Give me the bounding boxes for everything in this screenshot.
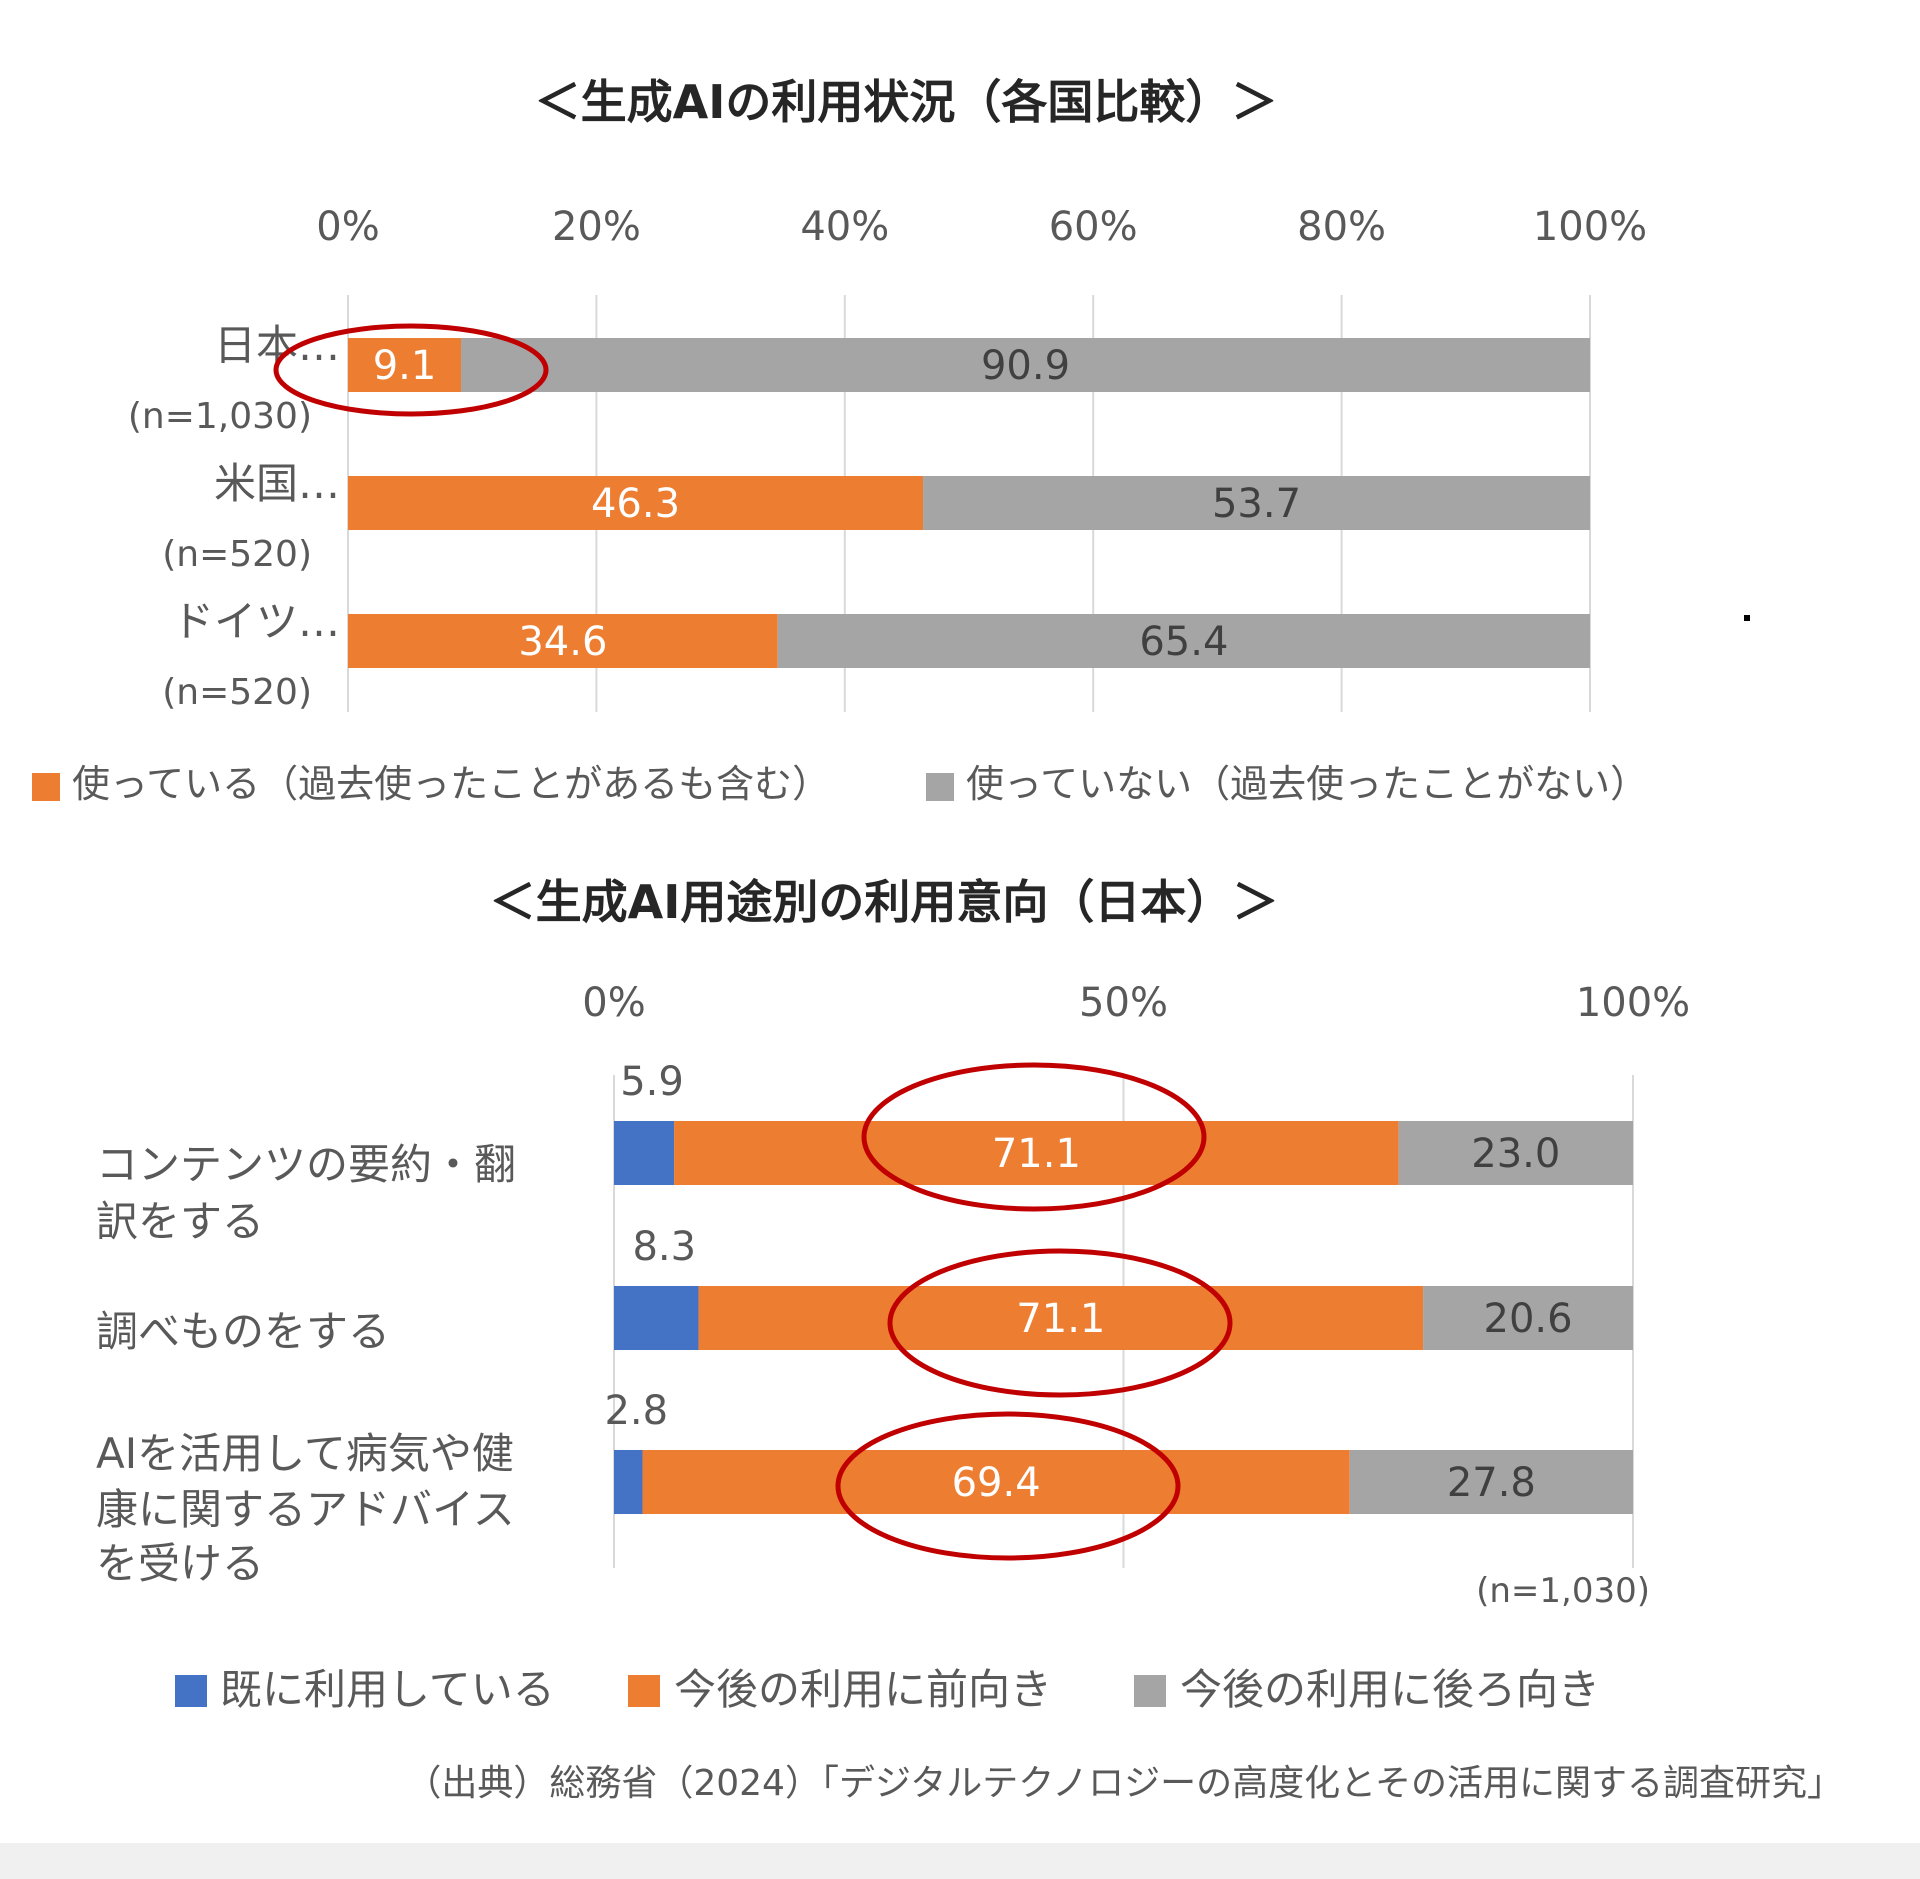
chart2-data-label: 20.6	[1484, 1296, 1573, 1342]
chart2-highlight-circle	[861, 1062, 1207, 1212]
chart1-bar	[461, 338, 1591, 392]
chart1-tick-label: 60%	[1049, 204, 1138, 250]
chart2-data-label: 69.4	[952, 1460, 1041, 1506]
chart2-sample-size: (n=1,030)	[1476, 1571, 1650, 1611]
chart1-legend-label: 使っている（過去使ったことがあるも含む）	[72, 762, 830, 806]
chart2-bar	[642, 1450, 1350, 1514]
chart2-highlight-circle	[835, 1411, 1181, 1561]
chart1-category-label: ドイツ…	[172, 597, 340, 646]
source-note: （出典）総務省（2024）「デジタルテクノロジーの高度化とその活用に関する調査研…	[405, 1763, 1843, 1804]
chart1-sample-size: (n=520)	[162, 672, 312, 713]
chart1-legend-swatch	[32, 773, 60, 801]
chart1-bar	[348, 614, 778, 668]
chart2-highlight-circle	[887, 1248, 1233, 1398]
chart2-bar	[1423, 1286, 1633, 1350]
chart1-title: ＜生成AIの利用状況（各国比較）＞	[535, 75, 1278, 129]
chart1-data-label: 65.4	[1139, 619, 1228, 665]
chart2-data-label: 8.3	[632, 1224, 696, 1270]
chart1-sample-size: (n=520)	[162, 534, 312, 575]
chart1-bar	[777, 614, 1590, 668]
chart2-legend-label: 今後の利用に後ろ向き	[1180, 1665, 1600, 1714]
footer-band	[0, 1843, 1920, 1879]
chart2-legend-swatch	[175, 1675, 207, 1707]
chart1-tick-label: 80%	[1297, 204, 1386, 250]
chart1-bar	[923, 476, 1590, 530]
chart2-bar	[614, 1121, 675, 1185]
chart1-data-label: 34.6	[518, 619, 607, 665]
chart2-tick-label: 50%	[1079, 980, 1168, 1026]
chart1-tick-label: 20%	[552, 204, 641, 250]
chart2-legend-swatch	[1134, 1675, 1166, 1707]
chart1-data-label: 53.7	[1212, 481, 1301, 527]
chart2-category-label: コンテンツの要約・翻	[96, 1140, 516, 1189]
chart2-bar	[698, 1286, 1424, 1350]
chart1-sample-size: (n=1,030)	[128, 396, 312, 437]
chart1-tick-label: 100%	[1533, 204, 1647, 250]
chart2-category-label: 調べものをする	[96, 1307, 390, 1356]
chart2-legend-label: 既に利用している	[220, 1665, 555, 1714]
chart1-category-label: 米国…	[214, 459, 340, 508]
chart2-bar	[614, 1286, 699, 1350]
chart2-legend-swatch	[628, 1675, 660, 1707]
chart2-data-label: 2.8	[604, 1388, 668, 1434]
chart2-data-label: 23.0	[1471, 1131, 1560, 1177]
chart2-bar	[1349, 1450, 1633, 1514]
stray-dot	[1744, 615, 1750, 621]
chart2-category-label: を受ける	[96, 1539, 264, 1588]
chart2-legend-label: 今後の利用に前向き	[674, 1665, 1052, 1714]
chart1-tick-label: 40%	[800, 204, 889, 250]
chart2-category-label: 訳をする	[96, 1197, 264, 1246]
chart1-highlight-circle	[273, 323, 549, 417]
chart2-tick-label: 0%	[582, 980, 645, 1026]
chart2-data-label: 71.1	[1016, 1296, 1105, 1342]
chart1-bar	[348, 476, 924, 530]
chart2-bar	[1398, 1121, 1633, 1185]
chart2-tick-label: 100%	[1576, 980, 1690, 1026]
chart1-legend-swatch	[926, 773, 954, 801]
chart1-bar	[348, 338, 462, 392]
chart2-data-label: 71.1	[992, 1131, 1081, 1177]
chart1-data-label: 90.9	[981, 343, 1070, 389]
chart2-data-label: 5.9	[620, 1059, 684, 1105]
chart2-title: ＜生成AI用途別の利用意向（日本）＞	[490, 875, 1279, 929]
chart2-bar	[614, 1450, 643, 1514]
chart1-tick-label: 0%	[316, 204, 379, 250]
chart2-category-label: AIを活用して病気や健	[96, 1429, 514, 1478]
chart2-bar	[674, 1121, 1399, 1185]
chart2-data-label: 27.8	[1447, 1460, 1536, 1506]
chart1-data-label: 46.3	[591, 481, 680, 527]
chart1-legend-label: 使っていない（過去使ったことがない）	[966, 762, 1648, 806]
chart2-category-label: 康に関するアドバイス	[96, 1485, 515, 1534]
chart1-data-label: 9.1	[373, 343, 437, 389]
